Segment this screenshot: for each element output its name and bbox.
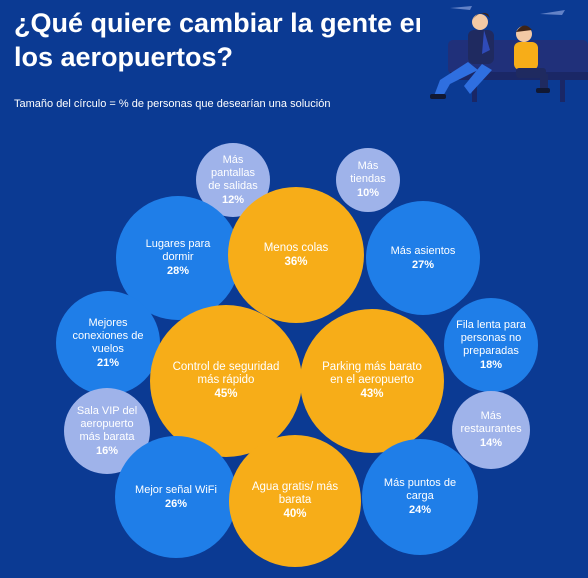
bubble: Más tiendas 10% bbox=[336, 148, 400, 212]
bubble-label: Menos colas bbox=[263, 241, 329, 254]
bubble-value: 21% bbox=[96, 356, 120, 369]
bubble: Sala VIP del aeropuerto más barata 16% bbox=[64, 388, 150, 474]
bubble-label: Más tiendas bbox=[350, 160, 386, 185]
bubble-label: Fila lenta para personas no preparadas bbox=[456, 318, 526, 357]
bubble-value: 26% bbox=[164, 497, 188, 510]
travelers-illustration bbox=[420, 0, 588, 110]
page-title: ¿Qué quiere cambiar la gente en los aero… bbox=[14, 8, 432, 72]
bubble-label: Sala VIP del aeropuerto más barata bbox=[76, 404, 138, 443]
bubble-value: 43% bbox=[360, 388, 384, 400]
bubble-value: 18% bbox=[479, 358, 503, 371]
bubble-value: 12% bbox=[221, 193, 245, 206]
bubble-value: 40% bbox=[283, 508, 307, 520]
bubble-value: 16% bbox=[95, 444, 119, 457]
bubble-label: Lugares para dormir bbox=[145, 238, 211, 263]
bubble: Mejores conexiones de vuelos 21% bbox=[56, 291, 160, 395]
bubble-label: Mejor señal WiFi bbox=[135, 483, 217, 496]
bubble: Más puntos de carga 24% bbox=[362, 439, 478, 555]
bubble: Mejor señal WiFi 26% bbox=[115, 436, 237, 558]
bubble-label: Más asientos bbox=[390, 244, 456, 257]
bubble-value: 10% bbox=[356, 187, 380, 199]
bubble-label: Más pantallas de salidas bbox=[208, 153, 258, 192]
bubble-value: 14% bbox=[479, 437, 503, 449]
bubble: Menos colas 36% bbox=[228, 187, 364, 323]
bubble: Fila lenta para personas no preparadas 18… bbox=[444, 298, 538, 392]
bubble: Más asientos 27% bbox=[366, 201, 480, 315]
bubble-label: Control de seguridad más rápido bbox=[172, 361, 280, 386]
bubble-value: 24% bbox=[408, 504, 432, 516]
bubble-value: 28% bbox=[166, 265, 190, 277]
bubble: Agua gratis/ más barata 40% bbox=[229, 435, 361, 567]
bubble: Más pantallas de salidas 12% bbox=[196, 143, 270, 217]
bubble-value: 36% bbox=[284, 255, 308, 268]
bubble-label: Parking más barato en el aeropuerto bbox=[322, 361, 422, 386]
bubble-label: Más restaurantes bbox=[460, 410, 522, 435]
bubble: Control de seguridad más rápido 45% bbox=[150, 305, 302, 457]
bubble-value: 45% bbox=[214, 388, 238, 400]
bubble-value: 27% bbox=[411, 258, 435, 271]
bubble: Parking más barato en el aeropuerto 43% bbox=[300, 309, 444, 453]
bubble-label: Más puntos de carga bbox=[383, 477, 457, 502]
chart-subtitle: Tamaño del círculo = % de personas que d… bbox=[14, 98, 331, 110]
bubble: Más restaurantes 14% bbox=[452, 391, 530, 469]
bubble-label: Agua gratis/ más barata bbox=[251, 481, 339, 506]
bubble-label: Mejores conexiones de vuelos bbox=[72, 316, 144, 355]
